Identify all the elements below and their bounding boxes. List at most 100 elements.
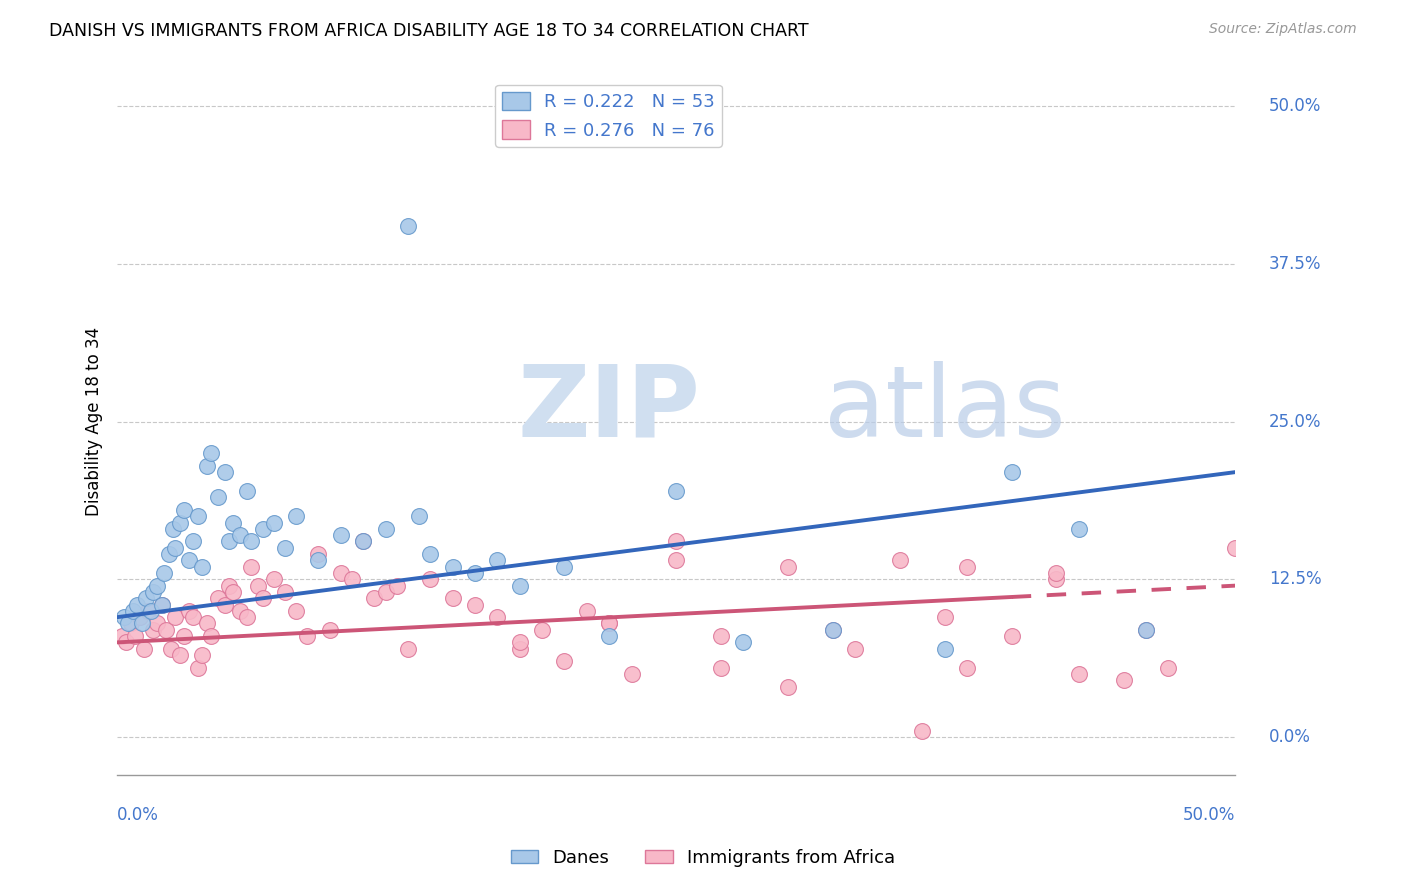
Point bbox=[1225, 541, 1247, 555]
Point bbox=[177, 604, 200, 618]
Point bbox=[142, 585, 165, 599]
Point bbox=[318, 623, 340, 637]
Point bbox=[1112, 673, 1135, 688]
Point bbox=[263, 572, 285, 586]
Point bbox=[229, 528, 252, 542]
Point bbox=[329, 566, 352, 580]
Point bbox=[352, 534, 374, 549]
Point bbox=[509, 579, 531, 593]
Point bbox=[710, 629, 733, 643]
Point bbox=[177, 553, 200, 567]
Point bbox=[214, 598, 236, 612]
Point bbox=[598, 629, 620, 643]
Point bbox=[218, 579, 240, 593]
Point bbox=[385, 579, 408, 593]
Point bbox=[165, 541, 187, 555]
Point bbox=[121, 604, 143, 618]
Point bbox=[142, 623, 165, 637]
Point bbox=[821, 623, 844, 637]
Point bbox=[160, 641, 183, 656]
Point bbox=[214, 465, 236, 479]
Point bbox=[274, 585, 297, 599]
Point bbox=[1135, 623, 1157, 637]
Point bbox=[173, 503, 195, 517]
Point bbox=[117, 616, 139, 631]
Point bbox=[889, 553, 911, 567]
Point bbox=[173, 629, 195, 643]
Point bbox=[146, 616, 169, 631]
Point bbox=[352, 534, 374, 549]
Point bbox=[200, 446, 222, 460]
Point bbox=[131, 616, 153, 631]
Point bbox=[821, 623, 844, 637]
Point bbox=[665, 483, 688, 498]
Point bbox=[419, 547, 441, 561]
Point bbox=[486, 610, 509, 624]
Point bbox=[128, 610, 150, 624]
Point bbox=[222, 585, 245, 599]
Point bbox=[138, 604, 160, 618]
Text: 25.0%: 25.0% bbox=[1270, 413, 1322, 431]
Point bbox=[297, 629, 319, 643]
Point bbox=[509, 635, 531, 649]
Point bbox=[195, 458, 218, 473]
Point bbox=[191, 559, 214, 574]
Point bbox=[665, 534, 688, 549]
Point bbox=[229, 604, 252, 618]
Point bbox=[181, 610, 204, 624]
Point bbox=[263, 516, 285, 530]
Point bbox=[111, 629, 134, 643]
Point bbox=[441, 591, 464, 606]
Text: atlas: atlas bbox=[824, 360, 1066, 458]
Point bbox=[844, 641, 866, 656]
Point bbox=[187, 509, 209, 524]
Point bbox=[308, 553, 330, 567]
Point bbox=[120, 616, 142, 631]
Point bbox=[247, 579, 270, 593]
Point bbox=[222, 516, 245, 530]
Point bbox=[285, 509, 308, 524]
Point bbox=[553, 559, 575, 574]
Point bbox=[575, 604, 598, 618]
Point bbox=[419, 572, 441, 586]
Point bbox=[187, 660, 209, 674]
Point bbox=[778, 680, 800, 694]
Text: ZIP: ZIP bbox=[517, 360, 700, 458]
Point bbox=[139, 604, 162, 618]
Point bbox=[240, 534, 263, 549]
Point bbox=[441, 559, 464, 574]
Point bbox=[509, 641, 531, 656]
Text: 0.0%: 0.0% bbox=[117, 806, 159, 824]
Point bbox=[135, 591, 157, 606]
Legend: R = 0.222   N = 53, R = 0.276   N = 76: R = 0.222 N = 53, R = 0.276 N = 76 bbox=[495, 85, 721, 147]
Point bbox=[153, 566, 176, 580]
Point bbox=[127, 598, 149, 612]
Point bbox=[115, 635, 138, 649]
Point bbox=[240, 559, 263, 574]
Point bbox=[236, 483, 259, 498]
Text: 37.5%: 37.5% bbox=[1270, 255, 1322, 273]
Point bbox=[218, 534, 240, 549]
Text: 0.0%: 0.0% bbox=[1270, 728, 1310, 746]
Point bbox=[162, 522, 184, 536]
Point bbox=[464, 566, 486, 580]
Point bbox=[956, 559, 979, 574]
Point bbox=[169, 516, 191, 530]
Point bbox=[274, 541, 297, 555]
Point bbox=[1001, 465, 1024, 479]
Point bbox=[553, 654, 575, 668]
Point bbox=[934, 641, 956, 656]
Point bbox=[308, 547, 330, 561]
Point bbox=[911, 723, 934, 738]
Y-axis label: Disability Age 18 to 34: Disability Age 18 to 34 bbox=[86, 327, 103, 516]
Point bbox=[598, 616, 620, 631]
Point bbox=[778, 559, 800, 574]
Legend: Danes, Immigrants from Africa: Danes, Immigrants from Africa bbox=[503, 842, 903, 874]
Point bbox=[132, 641, 155, 656]
Text: 50.0%: 50.0% bbox=[1182, 806, 1236, 824]
Text: 12.5%: 12.5% bbox=[1270, 570, 1322, 589]
Point bbox=[486, 553, 509, 567]
Point bbox=[665, 553, 688, 567]
Point bbox=[200, 629, 222, 643]
Point bbox=[396, 219, 419, 234]
